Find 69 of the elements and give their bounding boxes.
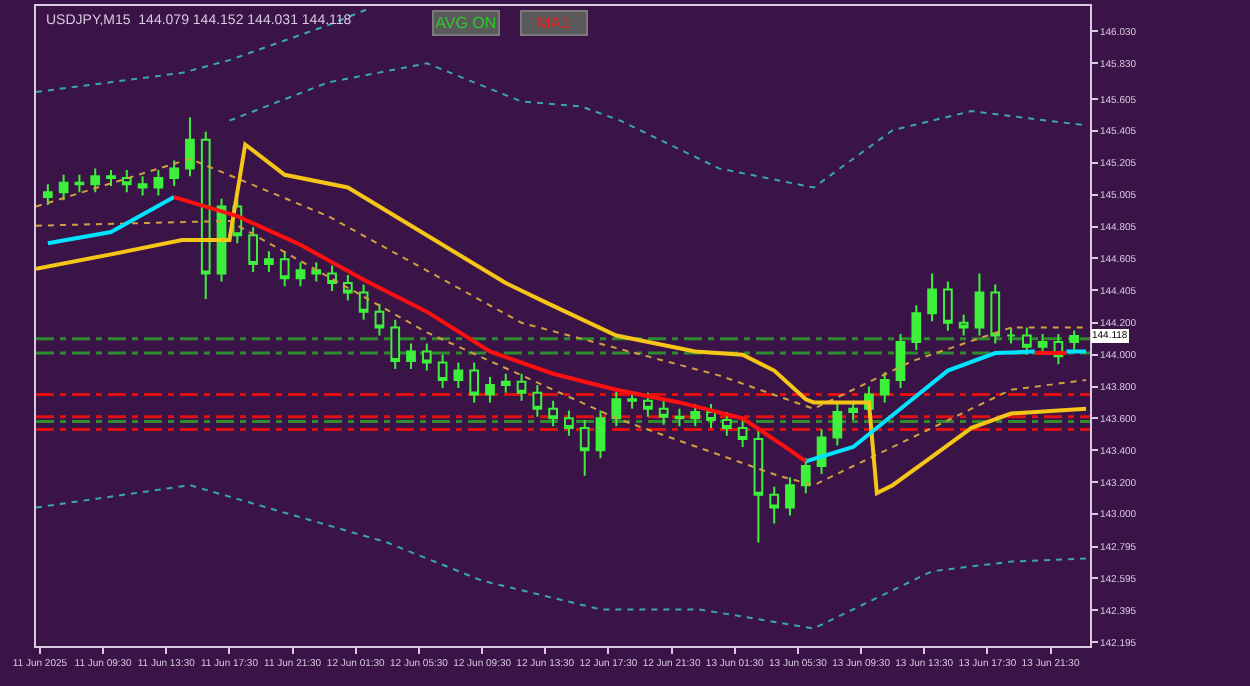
candlestick — [737, 418, 748, 448]
candlestick — [706, 403, 716, 429]
candlestick — [643, 391, 653, 418]
candlestick — [90, 167, 101, 194]
candlestick — [421, 342, 432, 372]
candlestick — [248, 226, 258, 273]
candlestick — [595, 409, 606, 460]
candlestick — [721, 410, 732, 437]
candlestick — [169, 159, 180, 187]
candlestick — [200, 130, 211, 300]
line-series — [36, 484, 1088, 630]
candlestick — [785, 476, 795, 517]
candlestick — [674, 407, 685, 428]
candlestick — [879, 371, 890, 404]
candlestick — [453, 361, 464, 390]
candlestick — [500, 372, 511, 394]
candlestick — [295, 261, 306, 288]
candlestick — [990, 283, 1001, 345]
candlestick — [74, 173, 85, 194]
candlestick — [185, 116, 195, 178]
candlestick — [958, 313, 969, 337]
candlestick — [437, 353, 448, 390]
line-series — [36, 8, 369, 93]
candlestick — [358, 283, 369, 321]
line-series — [36, 219, 1088, 487]
candlestick — [121, 168, 132, 194]
candlestick — [564, 409, 574, 437]
candlestick — [137, 175, 148, 197]
candlestick — [311, 261, 322, 283]
candlestick — [406, 342, 416, 370]
candlestick — [1037, 332, 1048, 356]
candlestick — [611, 390, 622, 428]
candlestick — [832, 403, 843, 447]
candlestick — [927, 272, 937, 323]
candlestick — [690, 403, 701, 428]
candlestick — [374, 302, 385, 337]
candlestick — [153, 168, 164, 197]
candlestick — [1021, 326, 1032, 356]
candlestick — [848, 399, 859, 421]
candlestick — [974, 272, 985, 337]
candlestick — [532, 383, 543, 418]
candlestick — [106, 168, 116, 187]
candlestick — [516, 372, 527, 402]
candlestick — [548, 399, 558, 428]
candlestick — [390, 318, 401, 370]
candlestick — [800, 457, 811, 495]
candlestick — [753, 430, 764, 544]
candlestick — [485, 375, 495, 404]
annotation: AVG ON — [435, 14, 497, 32]
candlestick — [279, 250, 290, 288]
candlestick — [769, 485, 780, 525]
candlestick — [42, 183, 53, 206]
line-series — [36, 142, 1089, 496]
annotation: MA1 — [537, 14, 571, 32]
line-series — [36, 157, 1088, 410]
candlestick — [58, 173, 69, 202]
candlestick — [1006, 326, 1016, 345]
candlestick — [327, 264, 337, 292]
candlestick — [895, 332, 906, 390]
candlestick — [627, 390, 637, 410]
candlestick — [911, 304, 922, 351]
candlestick — [469, 361, 480, 404]
candlestick — [579, 418, 590, 477]
candlestick — [264, 250, 274, 273]
candlestick — [342, 274, 353, 302]
candlestick — [943, 280, 953, 332]
candlestick — [1069, 329, 1080, 351]
candlestick — [658, 399, 669, 426]
line-series — [228, 62, 1088, 189]
